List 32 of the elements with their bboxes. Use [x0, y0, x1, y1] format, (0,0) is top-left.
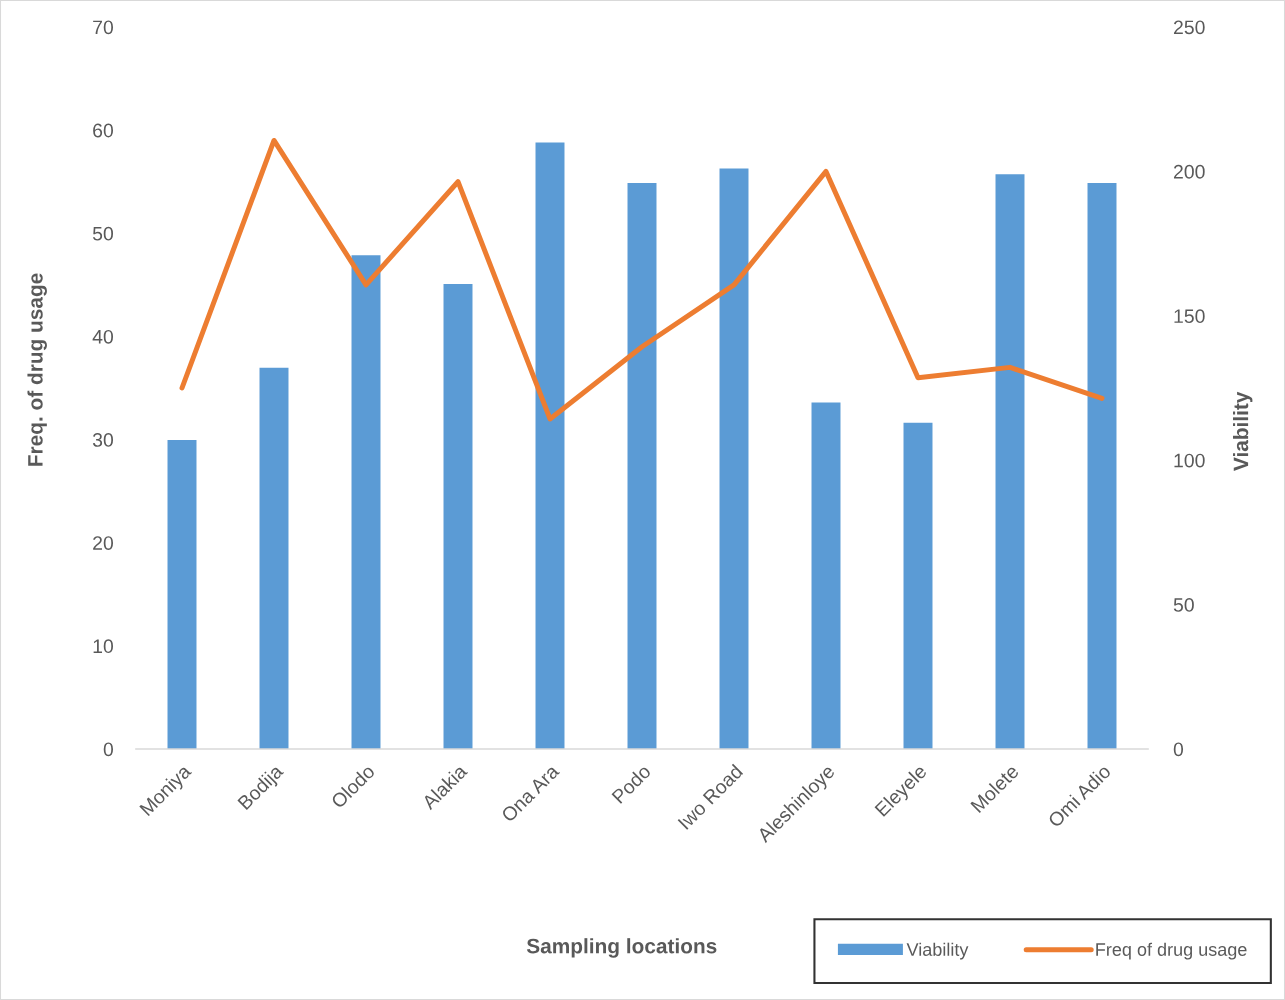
bar: [259, 367, 289, 749]
y2-tick-label: 250: [1173, 20, 1205, 35]
y-tick-label: 20: [93, 536, 114, 550]
x-axis-title: Sampling locations: [526, 938, 717, 958]
y-tick-label: 50: [92, 226, 114, 241]
y-axis-title: Freq. of drug usage: [27, 273, 47, 466]
y-tick-label: 40: [92, 329, 114, 344]
y2-axis-title: Viability: [1233, 391, 1253, 471]
bar: [1087, 182, 1117, 749]
bar: [167, 439, 197, 749]
bar: [627, 182, 657, 749]
y2-tick-label: 150: [1174, 309, 1205, 324]
bar: [995, 174, 1025, 749]
x-tick-label: Omi Adio: [1046, 763, 1112, 829]
y2-tick-label: 100: [1174, 453, 1205, 468]
bar: [443, 284, 473, 749]
y2-tick-label: 50: [1173, 598, 1194, 612]
y-tick-label: 70: [93, 20, 114, 35]
y2-tick-label: 200: [1173, 164, 1205, 179]
bar: [903, 422, 933, 749]
legend-label: Viability: [906, 942, 969, 960]
y2-tick-label: 0: [1173, 742, 1184, 757]
bar: [535, 142, 565, 749]
x-tick-label: Ona Ara: [500, 763, 561, 823]
bar: [811, 402, 841, 749]
bar: [719, 168, 749, 749]
y-tick-label: 30: [92, 433, 114, 447]
y-tick-label: 0: [103, 742, 114, 757]
y-tick-label: 60: [93, 123, 114, 138]
bar: [351, 255, 381, 749]
legend-label: Freq of drug usage: [1096, 942, 1247, 960]
y-tick-label: 10: [93, 639, 114, 654]
